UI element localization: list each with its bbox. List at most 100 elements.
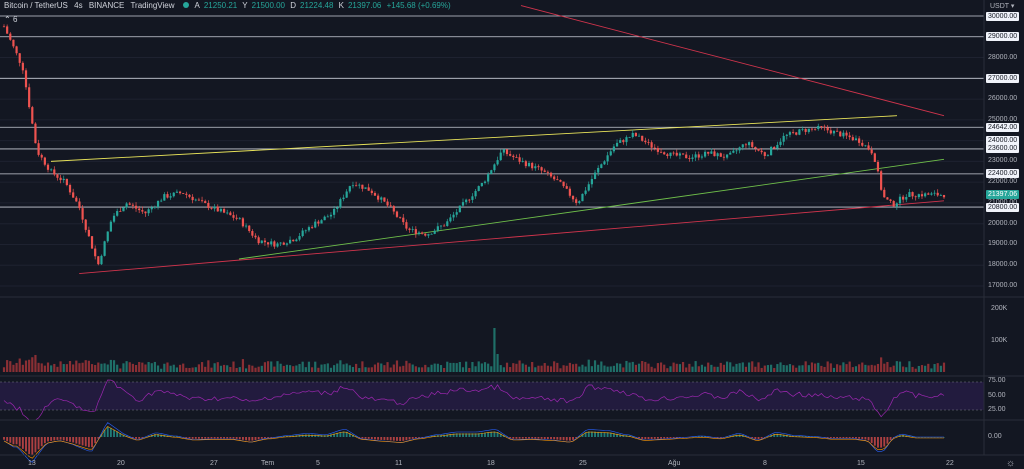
indicators-toggle[interactable]: ⌃ 6 xyxy=(4,15,17,24)
volume-bar xyxy=(358,368,361,372)
candle-body xyxy=(443,225,446,227)
candle-body xyxy=(562,181,565,187)
price-axis-label: 23000.00 xyxy=(988,157,1018,165)
symbol-title[interactable]: Bitcoin / TetherUS xyxy=(4,1,68,10)
candle-body xyxy=(892,200,895,207)
volume-bar xyxy=(713,366,716,372)
macd-histogram-bar xyxy=(855,437,857,439)
volume-bar xyxy=(138,362,141,372)
market-status-icon xyxy=(182,2,189,8)
macd-histogram-bar xyxy=(78,437,81,445)
macd-histogram-bar xyxy=(908,435,911,437)
volume-bar xyxy=(298,364,301,372)
macd-histogram-bar xyxy=(616,433,618,437)
candle-body xyxy=(68,184,72,193)
volume-bar xyxy=(870,364,873,372)
volume-bar xyxy=(861,362,864,372)
macd-histogram-bar xyxy=(641,437,644,439)
volume-bar xyxy=(373,364,377,372)
volume-bar xyxy=(310,367,314,372)
volume-bar xyxy=(383,365,386,372)
macd-histogram-bar xyxy=(352,434,354,437)
macd-histogram-bar xyxy=(707,436,710,438)
currency-selector[interactable]: USDT ▾ xyxy=(990,3,1015,10)
candle-body xyxy=(499,152,502,161)
candle-body xyxy=(779,141,782,145)
time-axis-label: Tem xyxy=(261,460,275,467)
volume-bar xyxy=(763,365,766,372)
volume-bar xyxy=(43,365,46,372)
macd-histogram-bar xyxy=(380,437,383,440)
volume-bar xyxy=(647,363,650,372)
volume-bar xyxy=(606,366,609,372)
interval-label[interactable]: 4s xyxy=(74,1,83,10)
candle-body xyxy=(732,150,735,153)
volume-bar xyxy=(103,363,106,372)
candle-body xyxy=(436,226,439,231)
macd-histogram-bar xyxy=(858,437,861,439)
macd-histogram-bar xyxy=(678,437,681,438)
candle-body xyxy=(408,228,411,230)
rsi-axis-label: 50.00 xyxy=(988,392,1006,399)
volume-bar xyxy=(370,367,373,372)
candle-body xyxy=(200,200,204,202)
macd-histogram-bar xyxy=(374,437,376,440)
level-price-tag: 23600.00 xyxy=(986,144,1020,154)
volume-bar xyxy=(452,362,455,372)
macd-histogram-bar xyxy=(238,437,241,440)
volume-bar xyxy=(254,367,257,372)
settings-gear-icon[interactable]: ☼ xyxy=(1006,458,1016,469)
macd-histogram-bar xyxy=(597,431,600,437)
volume-bar xyxy=(81,362,84,372)
candle-body xyxy=(653,147,656,149)
volume-bar xyxy=(458,361,461,372)
candle-body xyxy=(345,191,348,198)
volume-bar xyxy=(942,362,946,372)
macd-histogram-bar xyxy=(716,437,719,438)
source-label: TradingView xyxy=(130,1,175,10)
volume-bar xyxy=(12,364,15,372)
macd-histogram-bar xyxy=(9,437,12,443)
volume-bar xyxy=(637,363,641,372)
volume-bar xyxy=(150,363,153,372)
candle-body xyxy=(858,138,861,143)
candle-body xyxy=(273,241,276,247)
volume-bar xyxy=(257,366,260,372)
macd-histogram-bar xyxy=(383,437,386,440)
macd-histogram-bar xyxy=(804,436,807,437)
candle-body xyxy=(188,194,191,197)
level-price-tag: 27000.00 xyxy=(986,73,1020,83)
volume-bar xyxy=(527,366,531,372)
volume-bar xyxy=(930,368,933,372)
price-axis-label: 21000.00 xyxy=(988,199,1017,206)
volume-bar xyxy=(131,363,134,372)
candle-body xyxy=(226,212,229,214)
candle-body xyxy=(578,201,581,203)
candle-body xyxy=(505,149,509,155)
candle-body xyxy=(609,151,612,156)
candle-body xyxy=(465,199,468,203)
candle-body xyxy=(103,241,106,256)
candle-body xyxy=(75,197,78,202)
candle-body xyxy=(153,206,156,208)
candle-body xyxy=(163,194,166,201)
volume-bar xyxy=(845,364,848,372)
macd-histogram-bar xyxy=(201,437,204,439)
candle-body xyxy=(12,39,15,47)
volume-bar xyxy=(672,362,675,372)
volume-bar xyxy=(116,364,119,372)
candle-body xyxy=(829,130,832,134)
volume-bar xyxy=(31,357,34,372)
volume-bar xyxy=(801,365,804,372)
candle-body xyxy=(817,126,820,129)
candle-body xyxy=(235,217,238,219)
candle-body xyxy=(867,145,870,150)
level-price-tag: 22400.00 xyxy=(986,169,1020,179)
macd-histogram-bar xyxy=(704,436,707,437)
candle-body xyxy=(634,132,638,137)
candle-body xyxy=(666,154,669,156)
volume-bar xyxy=(314,361,317,372)
volume-bar xyxy=(222,364,226,372)
volume-bar xyxy=(568,362,571,372)
